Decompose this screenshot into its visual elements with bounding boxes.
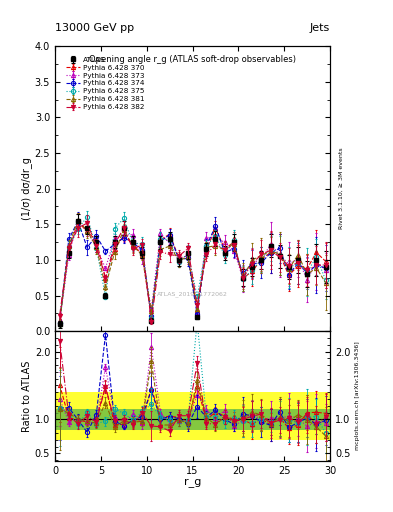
Bar <box>156 392 165 440</box>
Y-axis label: (1/σ) dσ/dr_g: (1/σ) dσ/dr_g <box>21 157 32 220</box>
Bar <box>275 392 284 440</box>
Bar <box>211 392 220 440</box>
Bar <box>312 392 321 440</box>
Bar <box>321 409 330 430</box>
Bar <box>303 392 312 440</box>
Bar <box>73 392 83 440</box>
Bar <box>101 409 110 430</box>
Bar <box>55 409 64 430</box>
Bar <box>211 409 220 430</box>
Bar <box>83 392 92 440</box>
Text: Opening angle r_g (ATLAS soft-drop observables): Opening angle r_g (ATLAS soft-drop obser… <box>89 55 296 63</box>
Bar <box>239 409 248 430</box>
Bar <box>257 409 266 430</box>
Bar <box>193 392 202 440</box>
Bar <box>156 409 165 430</box>
Y-axis label: Ratio to ATLAS: Ratio to ATLAS <box>22 360 32 432</box>
Bar <box>303 409 312 430</box>
Bar <box>92 409 101 430</box>
Bar <box>119 392 129 440</box>
Bar <box>129 409 138 430</box>
Text: ATLAS_2019_I1772062: ATLAS_2019_I1772062 <box>157 291 228 297</box>
Bar <box>220 409 229 430</box>
Bar <box>266 392 275 440</box>
Text: 13000 GeV pp: 13000 GeV pp <box>55 23 134 33</box>
Bar <box>202 392 211 440</box>
Bar <box>138 409 147 430</box>
Bar <box>64 392 73 440</box>
Bar <box>294 409 303 430</box>
Bar <box>147 392 156 440</box>
Bar <box>64 409 73 430</box>
Bar <box>266 409 275 430</box>
Bar <box>248 409 257 430</box>
Legend: ATLAS, Pythia 6.428 370, Pythia 6.428 373, Pythia 6.428 374, Pythia 6.428 375, P: ATLAS, Pythia 6.428 370, Pythia 6.428 37… <box>64 55 146 112</box>
Bar <box>55 392 64 440</box>
Bar <box>257 392 266 440</box>
Y-axis label: mcplots.cern.ch [arXiv:1306.3436]: mcplots.cern.ch [arXiv:1306.3436] <box>354 342 360 451</box>
Bar <box>101 392 110 440</box>
Bar <box>239 392 248 440</box>
Bar <box>110 409 119 430</box>
Bar <box>174 392 184 440</box>
Y-axis label: Rivet 3.1.10, ≥ 3M events: Rivet 3.1.10, ≥ 3M events <box>339 148 344 229</box>
Bar <box>229 392 239 440</box>
Bar <box>92 392 101 440</box>
Bar <box>83 409 92 430</box>
Bar <box>110 392 119 440</box>
Bar <box>174 409 184 430</box>
Bar <box>220 392 229 440</box>
Bar <box>284 392 294 440</box>
Bar <box>119 409 129 430</box>
X-axis label: r_g: r_g <box>184 478 201 488</box>
Bar <box>321 392 330 440</box>
Bar <box>138 392 147 440</box>
Bar <box>275 409 284 430</box>
Bar <box>248 392 257 440</box>
Bar <box>165 409 174 430</box>
Bar <box>229 409 239 430</box>
Bar <box>73 409 83 430</box>
Bar <box>294 392 303 440</box>
Bar <box>129 392 138 440</box>
Bar <box>184 392 193 440</box>
Bar <box>193 409 202 430</box>
Bar <box>312 409 321 430</box>
Bar <box>147 409 156 430</box>
Bar <box>184 409 193 430</box>
Bar <box>202 409 211 430</box>
Bar <box>165 392 174 440</box>
Bar <box>284 409 294 430</box>
Text: Jets: Jets <box>310 23 330 33</box>
